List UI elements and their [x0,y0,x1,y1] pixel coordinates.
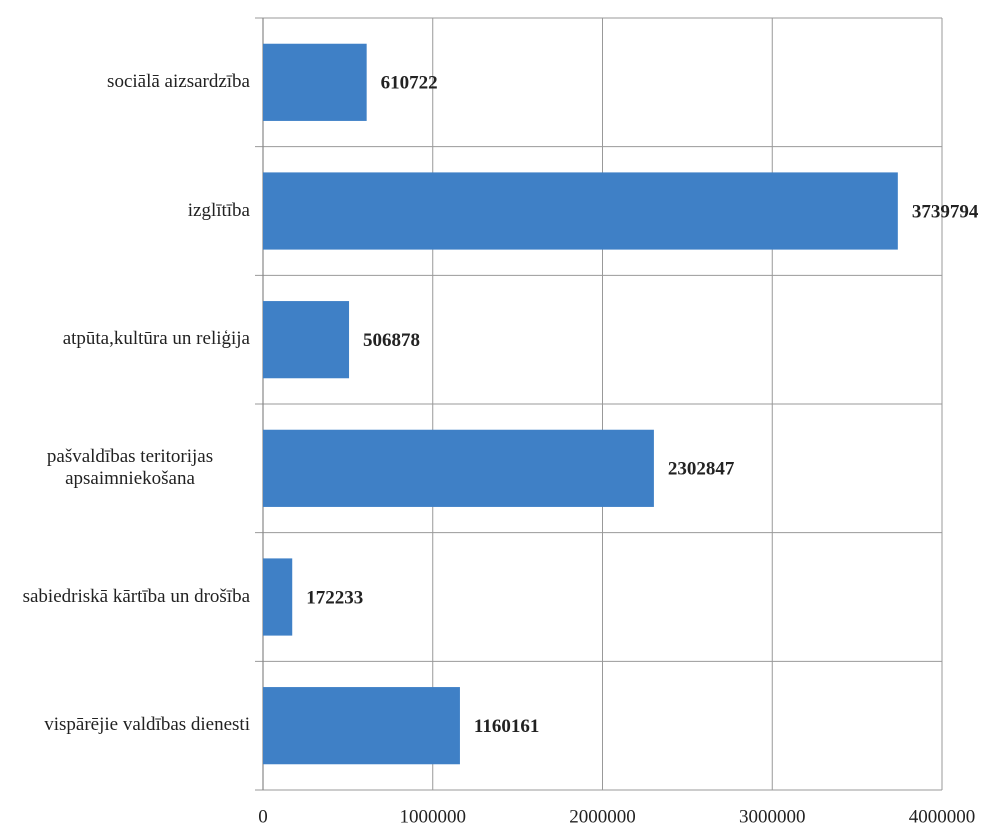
y-tick-label: izglītība [0,171,250,251]
data-label: 172233 [306,587,363,608]
bar [263,687,460,765]
category-text: sociālā aizsardzība [107,70,250,92]
data-label: 610722 [381,73,438,94]
data-label: 1160161 [474,716,539,737]
category-text: sabiedriskā kārtība un drošība [22,585,250,607]
y-tick-label: vispārējie valdības dienesti [0,686,250,766]
category-text: pašvaldības teritorijas apsaimniekošana [46,445,214,490]
x-tick-label: 2000000 [569,806,636,827]
x-tick-label: 0 [258,806,268,827]
y-tick-label: sabiedriskā kārtība un drošība [0,557,250,637]
bar [263,558,293,636]
bar [263,172,898,250]
category-text: atpūta,kultūra un reliģija [62,328,250,350]
category-text: vispārējie valdības dienesti [44,714,250,736]
bar [263,43,367,121]
data-label: 2302847 [668,459,735,480]
category-text: izglītība [187,199,250,221]
y-tick-label: atpūta,kultūra un reliģija [0,300,250,380]
x-tick-label: 4000000 [909,806,976,827]
x-tick-label: 3000000 [739,806,806,827]
data-label: 506878 [363,330,420,351]
y-tick-label: sociālā aizsardzība [0,42,250,122]
y-tick-label: pašvaldības teritorijas apsaimniekošana [0,428,250,508]
bar [263,429,654,507]
bar [263,301,350,379]
x-tick-label: 1000000 [400,806,467,827]
data-label: 3739794 [912,201,979,222]
